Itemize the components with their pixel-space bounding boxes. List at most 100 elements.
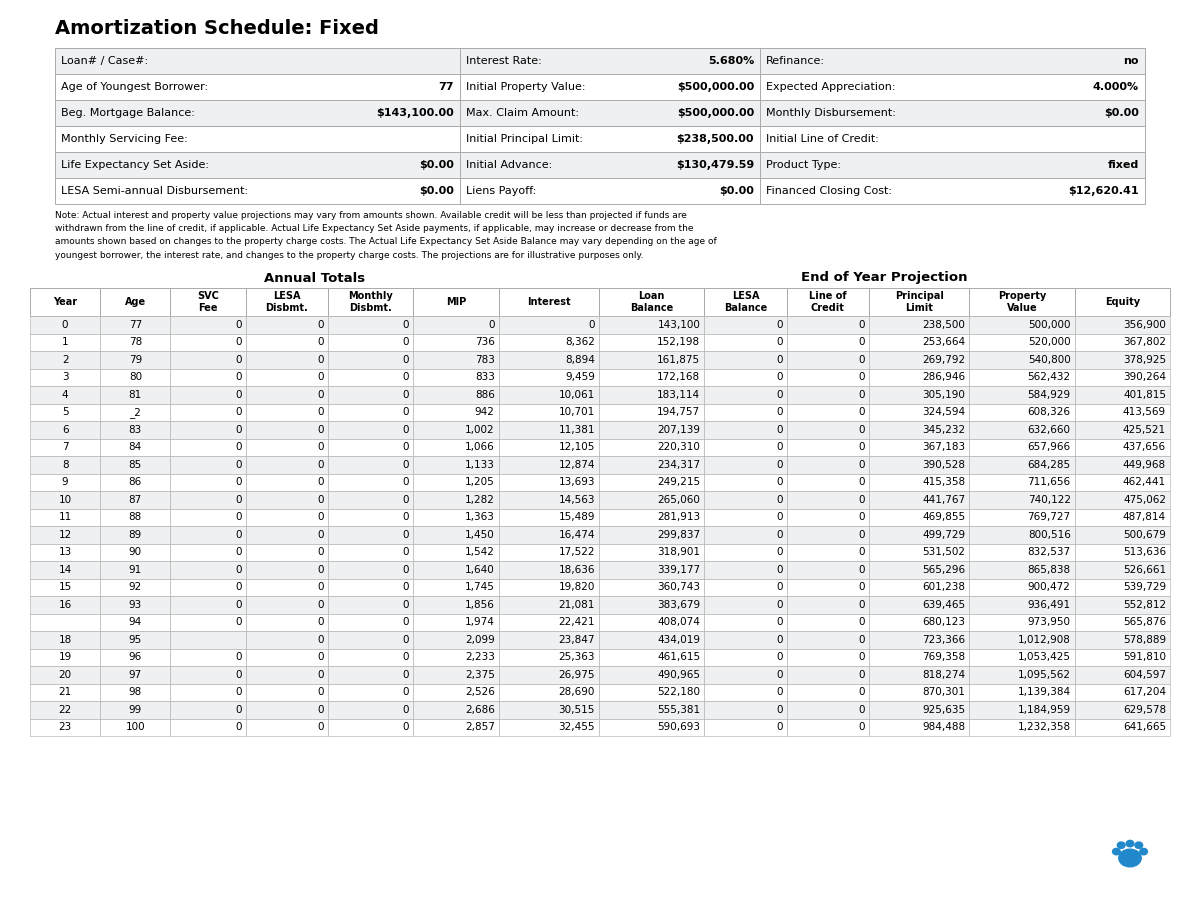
Text: 367,183: 367,183 — [922, 442, 965, 452]
Text: 1: 1 — [62, 338, 68, 347]
Text: 0: 0 — [858, 652, 865, 662]
Text: 769,358: 769,358 — [922, 652, 965, 662]
Ellipse shape — [1135, 842, 1142, 849]
Text: 360,743: 360,743 — [658, 582, 701, 592]
Text: $0.00: $0.00 — [1104, 108, 1139, 118]
Bar — [328, 473, 413, 491]
Text: 0: 0 — [318, 688, 324, 698]
Bar — [30, 403, 101, 421]
Text: 0: 0 — [776, 634, 782, 644]
Bar — [970, 456, 1075, 473]
Bar — [499, 491, 599, 508]
Bar — [413, 718, 499, 736]
Bar — [869, 614, 970, 631]
Text: 0: 0 — [318, 722, 324, 733]
Bar — [599, 316, 704, 334]
Bar — [499, 544, 599, 561]
Bar — [30, 491, 101, 508]
Bar — [704, 701, 787, 718]
Text: 22,421: 22,421 — [558, 617, 595, 627]
Text: 0: 0 — [488, 320, 494, 329]
Bar — [787, 316, 869, 334]
Bar — [170, 316, 246, 334]
Bar — [499, 368, 599, 386]
Text: 0: 0 — [235, 652, 241, 662]
Bar — [246, 368, 328, 386]
Bar — [101, 683, 170, 701]
Bar — [787, 421, 869, 438]
Text: 0: 0 — [403, 460, 409, 470]
Text: 736: 736 — [475, 338, 494, 347]
Bar — [170, 614, 246, 631]
Bar — [869, 438, 970, 456]
Bar — [787, 544, 869, 561]
Text: 0: 0 — [235, 547, 241, 557]
Text: 0: 0 — [235, 617, 241, 627]
Text: 0: 0 — [776, 373, 782, 382]
Text: 12: 12 — [59, 530, 72, 540]
Text: 500,679: 500,679 — [1123, 530, 1166, 540]
Text: 723,366: 723,366 — [922, 634, 965, 644]
Text: 92: 92 — [128, 582, 142, 592]
Text: 0: 0 — [318, 582, 324, 592]
Bar — [1075, 386, 1170, 403]
Bar — [704, 438, 787, 456]
Bar — [599, 351, 704, 368]
Text: 562,432: 562,432 — [1027, 373, 1070, 382]
Text: 684,285: 684,285 — [1027, 460, 1070, 470]
Text: $130,479.59: $130,479.59 — [676, 160, 754, 170]
Text: 0: 0 — [858, 425, 865, 435]
Bar — [970, 491, 1075, 508]
Bar — [30, 473, 101, 491]
Text: LESA
Balance: LESA Balance — [724, 292, 767, 312]
Bar — [246, 508, 328, 526]
Text: 0: 0 — [776, 565, 782, 575]
Bar — [170, 368, 246, 386]
Bar — [704, 508, 787, 526]
Text: 434,019: 434,019 — [658, 634, 701, 644]
Bar — [101, 403, 170, 421]
Text: 2: 2 — [62, 355, 68, 365]
Text: Liens Payoff:: Liens Payoff: — [466, 186, 536, 196]
Bar — [246, 421, 328, 438]
Bar — [246, 334, 328, 351]
Bar — [413, 386, 499, 403]
Bar — [101, 666, 170, 683]
Bar — [499, 701, 599, 718]
Bar — [704, 596, 787, 614]
Text: 0: 0 — [776, 460, 782, 470]
Bar — [599, 649, 704, 666]
Text: 475,062: 475,062 — [1123, 495, 1166, 505]
Text: 0: 0 — [235, 688, 241, 698]
Bar — [704, 316, 787, 334]
Bar — [246, 456, 328, 473]
Bar — [704, 614, 787, 631]
Text: Year: Year — [53, 297, 77, 307]
Text: 0: 0 — [776, 530, 782, 540]
Text: 0: 0 — [858, 530, 865, 540]
Bar — [599, 368, 704, 386]
Text: 0: 0 — [318, 705, 324, 715]
Bar — [1075, 666, 1170, 683]
Bar — [30, 544, 101, 561]
Bar — [787, 649, 869, 666]
Text: 413,569: 413,569 — [1123, 407, 1166, 418]
Text: 26,975: 26,975 — [558, 670, 595, 680]
Text: 555,381: 555,381 — [658, 705, 701, 715]
Bar — [970, 368, 1075, 386]
Text: Age of Youngest Borrower:: Age of Youngest Borrower: — [61, 82, 208, 92]
Bar — [246, 579, 328, 596]
Text: 0: 0 — [235, 320, 241, 329]
Bar — [704, 368, 787, 386]
Bar — [499, 421, 599, 438]
Bar — [170, 421, 246, 438]
Text: 0: 0 — [235, 407, 241, 418]
Text: 5: 5 — [62, 407, 68, 418]
Text: Initial Advance:: Initial Advance: — [466, 160, 552, 170]
Text: 14: 14 — [59, 565, 72, 575]
Bar — [970, 701, 1075, 718]
Text: 604,597: 604,597 — [1123, 670, 1166, 680]
Text: Life Expectancy Set Aside:: Life Expectancy Set Aside: — [61, 160, 209, 170]
Text: 0: 0 — [776, 599, 782, 610]
Bar — [704, 421, 787, 438]
